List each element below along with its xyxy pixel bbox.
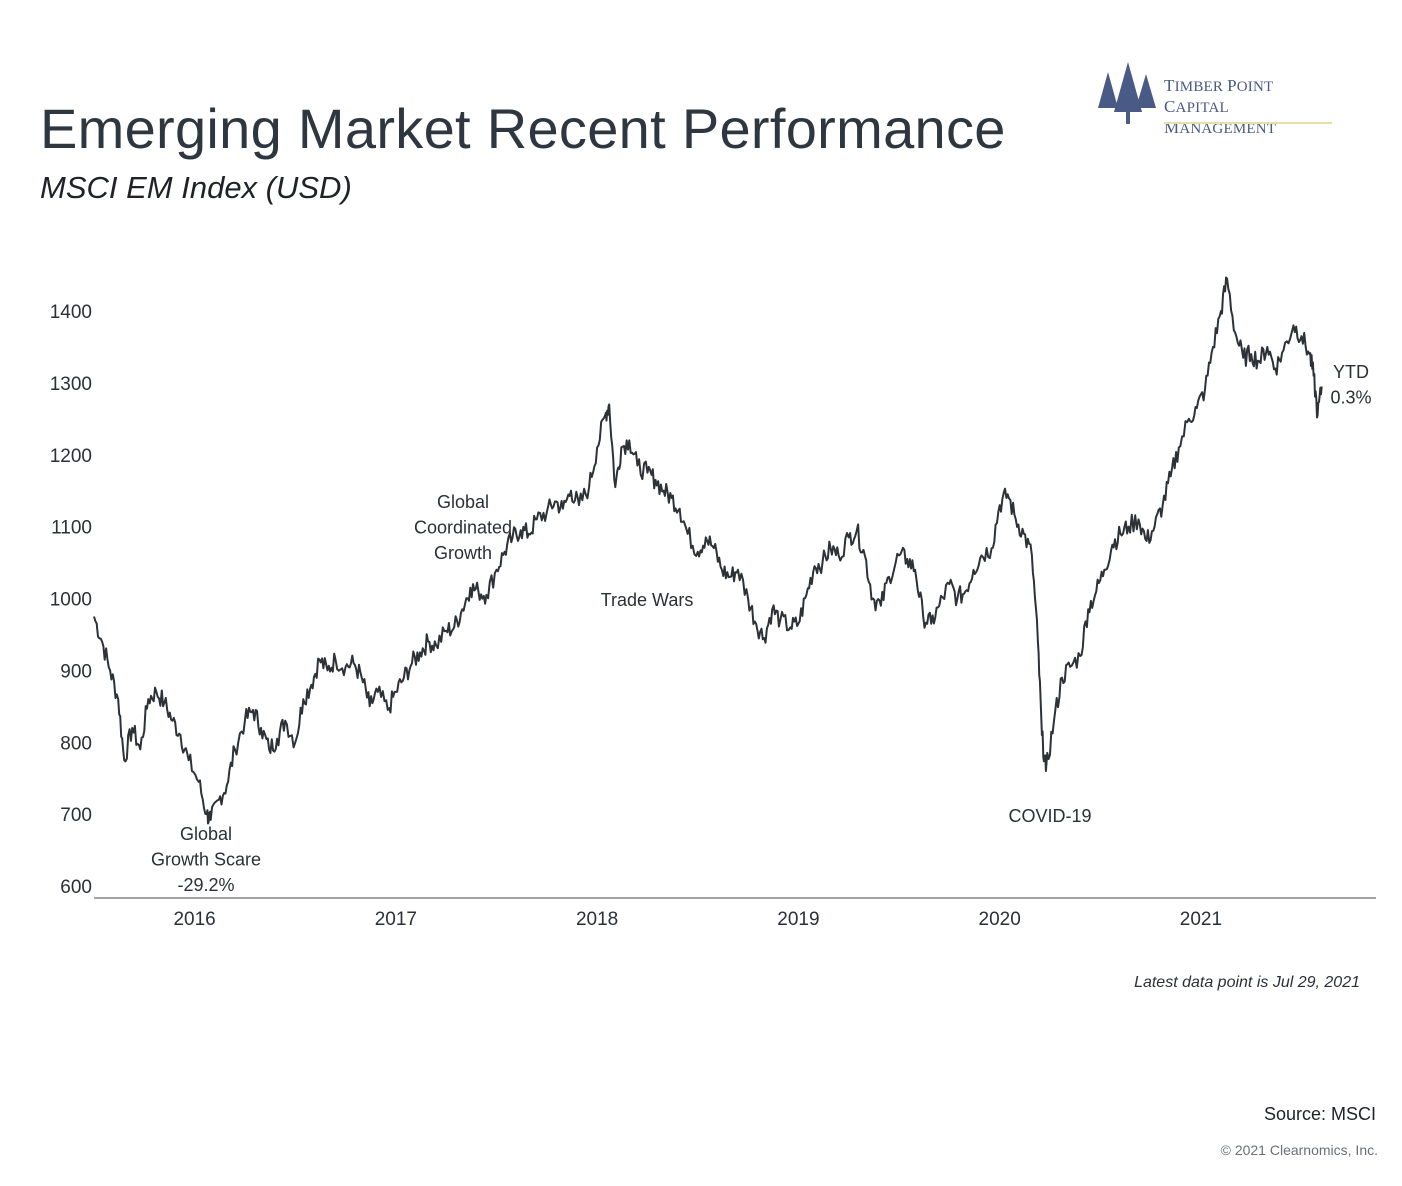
annotation-ytd: YTD 0.3% <box>1330 362 1371 408</box>
y-tick-label: 1000 <box>50 590 92 611</box>
x-tick-label: 2018 <box>576 909 618 930</box>
source-note: Source: MSCI <box>1263 1104 1376 1124</box>
x-tick-label: 2019 <box>777 909 819 930</box>
annotation-line: Growth <box>434 543 492 563</box>
annotation-line: Growth Scare <box>151 850 261 870</box>
y-tick-label: 1300 <box>50 374 92 395</box>
annotation-trade-wars: Trade Wars <box>601 590 694 610</box>
x-tick-label: 2020 <box>979 909 1021 930</box>
series-line <box>93 276 1323 825</box>
annotation-line: Coordinated <box>414 518 512 538</box>
copyright-note: © 2021 Clearnomics, Inc. <box>1220 1142 1378 1158</box>
latest-data-note: Latest data point is Jul 29, 2021 <box>1134 974 1360 991</box>
annotation-line: COVID-19 <box>1008 806 1091 826</box>
page-subtitle: MSCI EM Index (USD) <box>40 170 352 205</box>
annotation-line: 0.3% <box>1330 388 1371 408</box>
y-tick-label: 600 <box>60 877 92 898</box>
y-tick-label: 1200 <box>50 446 92 467</box>
logo-underline <box>1164 122 1332 124</box>
annotation-line: Trade Wars <box>601 590 694 610</box>
y-tick-label: 1100 <box>51 518 92 539</box>
y-tick-label: 1400 <box>50 302 92 323</box>
pine-trees-icon <box>1098 62 1156 124</box>
annotation-growth-scare: Global Growth Scare -29.2% <box>151 824 261 895</box>
y-tick-label: 700 <box>60 805 92 826</box>
company-logo: TIMBER POINT CAPITAL MANAGEMENT <box>1090 60 1340 137</box>
y-tick-label: 900 <box>60 661 92 682</box>
annotation-line: Global <box>180 824 232 844</box>
x-tick-label: 2016 <box>173 909 215 930</box>
x-tick-label: 2021 <box>1180 909 1222 930</box>
y-tick-label: 800 <box>60 733 92 754</box>
annotation-line: YTD <box>1333 362 1369 382</box>
page-title: Emerging Market Recent Performance <box>40 97 1006 160</box>
x-tick-label: 2017 <box>375 909 417 930</box>
logo-wordmark: TIMBER POINT CAPITAL MANAGEMENT <box>1164 76 1277 137</box>
annotation-line: -29.2% <box>177 875 234 895</box>
annotation-line: Global <box>437 492 489 512</box>
msci-em-line-chart: 600 700 800 900 1000 1100 1200 1300 1400 2016 201… <box>50 276 1376 930</box>
annotation-covid: COVID-19 <box>1008 806 1091 826</box>
annotation-coordinated-growth: Global Coordinated Growth <box>414 492 512 563</box>
